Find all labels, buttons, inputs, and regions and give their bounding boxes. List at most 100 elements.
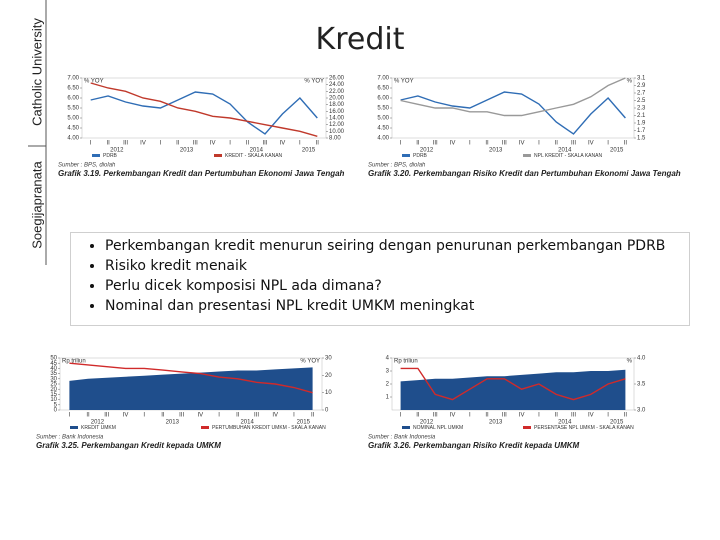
x-tick-label: II: [316, 141, 320, 147]
bullet: Nominal dan presentasi NPL kredit UMKM m…: [105, 296, 689, 316]
x-tick-label: I: [469, 413, 471, 419]
tick-label: 45: [50, 361, 57, 367]
side-bar: Catholic University Soegijapranata: [28, 0, 47, 265]
tick-label: 1: [386, 395, 390, 401]
chart-caption: Grafik 3.19. Perkembangan Kredit dan Per…: [58, 169, 345, 178]
x-tick-label: IV: [198, 413, 204, 419]
x-group-label: 2012: [110, 148, 124, 154]
tick-label: 2.5: [637, 98, 646, 104]
plot-area: [391, 357, 635, 411]
x-group-label: 2015: [297, 420, 311, 426]
tick-label: 25: [50, 382, 57, 388]
university-label: Catholic University: [29, 18, 44, 126]
legend-swatch: [523, 426, 531, 429]
line: [90, 91, 318, 135]
tick-label: 0: [325, 408, 329, 414]
tick-label: 24.00: [329, 82, 345, 88]
x-tick-label: II: [624, 413, 628, 419]
x-tick-label: III: [502, 141, 507, 147]
x-tick-label: I: [293, 413, 295, 419]
x-group-label: 2014: [250, 148, 264, 154]
x-group-label: 2013: [180, 148, 194, 154]
x-tick-label: IV: [140, 141, 146, 147]
tick-label: 6.00: [67, 96, 79, 102]
tick-label: 20.00: [329, 96, 345, 102]
tick-label: 4.00: [377, 136, 389, 142]
axis-unit: %: [627, 359, 633, 365]
x-tick-label: III: [262, 141, 267, 147]
line: [69, 362, 313, 394]
x-tick-label: II: [624, 141, 628, 147]
tick-label: 3.0: [637, 408, 646, 414]
tick-label: 22.00: [329, 89, 345, 95]
tick-label: 35: [50, 371, 57, 377]
tick-label: 2.1: [637, 113, 646, 119]
x-tick-label: IV: [450, 141, 456, 147]
x-group-label: 2015: [610, 420, 624, 426]
tick-label: 5.00: [377, 116, 389, 122]
tick-label: 3: [386, 369, 390, 375]
tick-label: 4.0: [637, 356, 646, 362]
x-tick-label: IV: [588, 413, 594, 419]
tick-label: 7.00: [377, 76, 389, 82]
tick-label: 20: [50, 387, 57, 393]
legend-label: NPL KREDIT - SKALA KANAN: [534, 153, 602, 159]
x-tick-label: II: [555, 413, 559, 419]
plot-area: [391, 77, 635, 139]
x-tick-label: I: [607, 141, 609, 147]
x-group-label: 2013: [489, 420, 503, 426]
legend-label: PDRB: [103, 153, 118, 159]
tick-label: 30: [50, 376, 57, 382]
x-group-label: 2012: [91, 420, 105, 426]
x-tick-label: I: [90, 141, 92, 147]
chart-source: Sumber : BPS, diolah: [58, 163, 116, 169]
tick-label: 6.50: [377, 86, 389, 92]
x-tick-label: III: [179, 413, 184, 419]
tick-label: 4.00: [67, 136, 79, 142]
plot-area: [81, 77, 327, 139]
bullet-list: Perkembangan kredit menurun seiring deng…: [70, 232, 690, 326]
chart-source: Sumber : Bank Indonesia: [36, 435, 104, 441]
line: [400, 367, 626, 401]
line: [400, 91, 626, 135]
bullet: Risiko kredit menaik: [105, 256, 689, 276]
tick-label: 1.5: [637, 136, 646, 142]
tick-label: 30: [325, 356, 332, 362]
tick-label: 10: [325, 390, 332, 396]
slide-title: Kredit: [315, 22, 405, 57]
tick-label: 7.00: [67, 76, 79, 82]
tick-label: 10: [50, 397, 57, 403]
chart-caption: Grafik 3.20. Perkembangan Risiko Kredit …: [368, 169, 681, 178]
area: [69, 367, 313, 410]
legend-swatch: [523, 154, 531, 157]
x-tick-label: II: [485, 141, 489, 147]
bullet: Perlu dicek komposisi NPL ada dimana?: [105, 276, 689, 296]
x-tick-label: II: [246, 141, 250, 147]
tick-label: 5.50: [377, 106, 389, 112]
chart: 4.00 4.50 5.00 5.50 6.00 6.50 7.00 8.0010.0012.…: [58, 76, 345, 179]
x-tick-label: IV: [519, 413, 525, 419]
x-tick-label: III: [502, 413, 507, 419]
tick-label: 2.7: [637, 91, 646, 97]
legend-swatch: [402, 154, 410, 157]
tick-label: 3.5: [637, 382, 646, 388]
legend-label: NOMINAL NPL UMKM: [413, 425, 463, 431]
legend-label: KREDIT - SKALA KANAN: [225, 153, 283, 159]
tick-label: 26.00: [329, 76, 345, 82]
axis-unit: Rp triliun: [62, 359, 86, 365]
x-tick-label: II: [555, 141, 559, 147]
x-tick-label: I: [538, 413, 540, 419]
x-group-label: 2013: [166, 420, 180, 426]
tick-label: 5.50: [67, 106, 79, 112]
x-group-label: 2012: [420, 420, 434, 426]
axis-unit: Rp triliun: [394, 359, 418, 365]
x-tick-label: I: [218, 413, 220, 419]
x-group-label: 2014: [240, 420, 254, 426]
tick-label: 8.00: [329, 136, 341, 142]
tick-label: 4: [386, 356, 390, 362]
axis-unit: % YOY: [300, 359, 320, 365]
tick-label: 14.00: [329, 116, 345, 122]
x-tick-label: II: [176, 141, 180, 147]
tick-label: 4.50: [377, 126, 389, 132]
x-tick-label: I: [469, 141, 471, 147]
